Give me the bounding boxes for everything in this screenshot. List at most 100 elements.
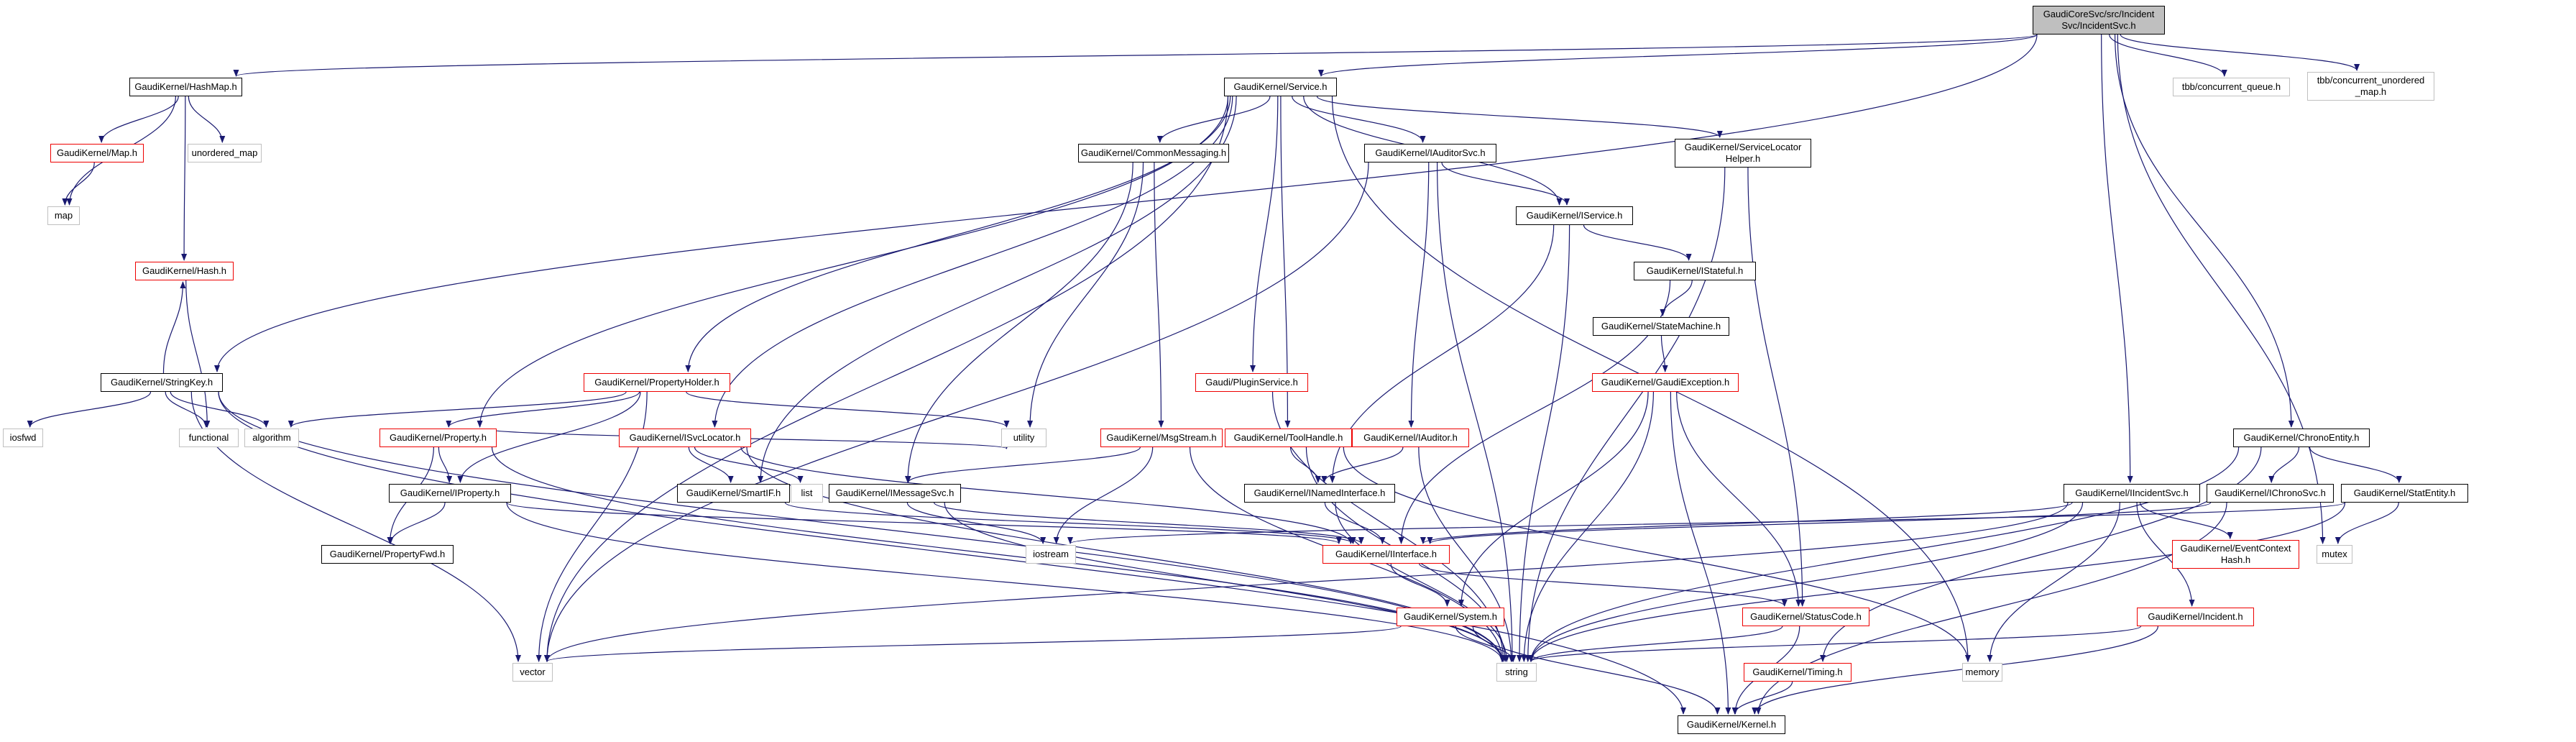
edge-service-to-pluginsvc (1250, 96, 1279, 372)
node-kernel[interactable]: GaudiKernel/Kernel.h (1678, 715, 1785, 734)
node-isvclocator[interactable]: GaudiKernel/ISvcLocator.h (619, 429, 751, 447)
edge-isvclocator-to-iinterface (740, 446, 1354, 544)
node-iproperty[interactable]: GaudiKernel/IProperty.h (389, 484, 511, 503)
edge-iinterface-to-statuscode (1419, 563, 1788, 607)
edge-system-to-kernel (1472, 626, 1721, 715)
node-vector[interactable]: vector (512, 663, 553, 682)
node-iinterface[interactable]: GaudiKernel/IInterface.h (1322, 545, 1450, 564)
node-gaudiexception[interactable]: GaudiKernel/GaudiException.h (1592, 373, 1739, 392)
node-timing[interactable]: GaudiKernel/Timing.h (1744, 663, 1852, 682)
edge-service-to-smartif (758, 96, 1237, 483)
node-stringkey[interactable]: GaudiKernel/StringKey.h (101, 373, 223, 392)
node-iosfwd[interactable]: iosfwd (3, 429, 43, 447)
edge-statentity-to-string (1528, 502, 2346, 662)
edge-iauditorsvc-to-iservice (1441, 162, 1570, 206)
edge-toolhandle-to-inamediface (1289, 446, 1321, 483)
node-mapstd[interactable]: map (47, 206, 80, 225)
edge-iproperty-to-propertyfwd (387, 502, 446, 544)
node-iauditorsvc[interactable]: GaudiKernel/IAuditorSvc.h (1364, 144, 1496, 162)
edge-iincidentsvc-to-vector (544, 502, 2069, 662)
edge-service-to-toolhandle (1280, 96, 1291, 428)
edge-iproperty-to-string (506, 502, 1505, 662)
edge-statuscode-to-string (1528, 626, 1783, 662)
edge-inamediface-to-string (1335, 502, 1510, 662)
node-propertyfwd[interactable]: GaudiKernel/PropertyFwd.h (321, 545, 454, 564)
node-algorithm[interactable]: algorithm (244, 429, 299, 447)
node-istateful[interactable]: GaudiKernel/IStateful.h (1634, 262, 1756, 280)
node-chronoentity[interactable]: GaudiKernel/ChronoEntity.h (2233, 429, 2370, 447)
edge-gaudiexception-to-statuscode (1676, 391, 1802, 607)
node-statemachine[interactable]: GaudiKernel/StateMachine.h (1593, 317, 1729, 336)
edge-stringkey-to-kernel (218, 391, 1686, 715)
edge-iauditorsvc-to-vector (544, 162, 1369, 662)
node-slhelper[interactable]: GaudiKernel/ServiceLocator Helper.h (1675, 139, 1811, 168)
node-ichronosvc[interactable]: GaudiKernel/IChronoSvc.h (2207, 484, 2334, 503)
edge-iservice-to-istateful (1583, 224, 1692, 261)
node-iservice[interactable]: GaudiKernel/IService.h (1516, 206, 1633, 225)
node-imessagesvc[interactable]: GaudiKernel/IMessageSvc.h (829, 484, 961, 503)
node-hashmap[interactable]: GaudiKernel/HashMap.h (129, 78, 242, 96)
edge-root-to-mutex (2117, 34, 2326, 544)
edge-root-to-tbbq (2109, 34, 2227, 77)
edge-service-to-vector (544, 96, 1229, 662)
node-system[interactable]: GaudiKernel/System.h (1397, 608, 1504, 626)
node-tbbm[interactable]: tbb/concurrent_unordered _map.h (2307, 72, 2434, 101)
edge-iauditor-to-inamediface (1321, 446, 1404, 483)
edge-stringkey-to-iosfwd (27, 391, 152, 428)
node-pluginsvc[interactable]: Gaudi/PluginService.h (1195, 373, 1308, 392)
node-functional[interactable]: functional (179, 429, 239, 447)
edge-propholder-to-property (446, 391, 640, 428)
edge-gaudiexception-to-system (1458, 391, 1649, 607)
node-toolhandle[interactable]: GaudiKernel/ToolHandle.h (1225, 429, 1352, 447)
edge-statentity-to-iostream (1067, 502, 2346, 544)
edge-iincidentsvc-to-eventctxhash (2139, 502, 2233, 539)
edge-root-to-iincidentsvc (2101, 34, 2133, 483)
edge-service-to-commonmsg (1156, 96, 1271, 143)
edge-root-to-hashmap (234, 34, 2038, 77)
edge-iincidentsvc-to-string (1528, 502, 2084, 662)
node-tbbq[interactable]: tbb/concurrent_queue.h (2173, 78, 2290, 96)
node-smartif[interactable]: GaudiKernel/SmartIF.h (677, 484, 790, 503)
edge-commonmsg-to-utility (1027, 162, 1144, 428)
edge-imessagesvc-to-string (944, 502, 1505, 662)
node-listn[interactable]: list (791, 484, 823, 503)
node-iauditor[interactable]: GaudiKernel/IAuditor.h (1352, 429, 1469, 447)
node-incident[interactable]: GaudiKernel/Incident.h (2137, 608, 2254, 626)
node-memory[interactable]: memory (1962, 663, 2002, 682)
edge-iinterface-to-system (1390, 563, 1450, 607)
node-iostream[interactable]: iostream (1026, 545, 1076, 564)
edge-propholder-to-iproperty (457, 391, 641, 483)
node-mutex[interactable]: mutex (2317, 545, 2352, 564)
edge-system-to-string (1455, 626, 1517, 662)
edge-mapg-to-mapstd (62, 162, 95, 206)
edge-commonmsg-to-imessagesvc (905, 162, 1133, 483)
node-eventctxhash[interactable]: GaudiKernel/EventContext Hash.h (2172, 540, 2299, 569)
edge-iauditorsvc-to-string (1437, 162, 1515, 662)
edge-service-to-slhelper (1316, 96, 1723, 138)
edge-system-to-vector (544, 626, 1402, 662)
node-statentity[interactable]: GaudiKernel/StatEntity.h (2341, 484, 2468, 503)
edge-propholder-to-algorithm (288, 391, 627, 428)
edge-msgstream-to-iostream (1053, 446, 1154, 544)
node-root[interactable]: GaudiCoreSvc/src/Incident Svc/IncidentSv… (2033, 6, 2165, 35)
node-propholder[interactable]: GaudiKernel/PropertyHolder.h (584, 373, 730, 392)
edge-commonmsg-to-msgstream (1154, 162, 1164, 428)
node-msgstream[interactable]: GaudiKernel/MsgStream.h (1100, 429, 1223, 447)
node-commonmsg[interactable]: GaudiKernel/CommonMessaging.h (1078, 144, 1229, 162)
edge-hashmap-to-hash (181, 96, 188, 261)
edge-statemachine-to-gaudiexception (1660, 335, 1668, 372)
node-statuscode[interactable]: GaudiKernel/StatusCode.h (1742, 608, 1869, 626)
edge-inamediface-to-iinterface (1324, 502, 1386, 544)
node-property[interactable]: GaudiKernel/Property.h (380, 429, 497, 447)
edge-ichronosvc-to-iinterface (1427, 502, 2212, 544)
edge-hash-to-functional (185, 280, 211, 428)
node-hash[interactable]: GaudiKernel/Hash.h (135, 262, 234, 280)
node-mapg[interactable]: GaudiKernel/Map.h (50, 144, 144, 162)
node-inamediface[interactable]: GaudiKernel/INamedInterface.h (1244, 484, 1395, 503)
node-utility[interactable]: utility (1001, 429, 1046, 447)
edge-stringkey-to-functional (165, 391, 209, 428)
node-umap[interactable]: unordered_map (188, 144, 262, 162)
node-iincidentsvc[interactable]: GaudiKernel/IIncidentSvc.h (2064, 484, 2200, 503)
node-string[interactable]: string (1496, 663, 1537, 682)
node-service[interactable]: GaudiKernel/Service.h (1224, 78, 1337, 96)
